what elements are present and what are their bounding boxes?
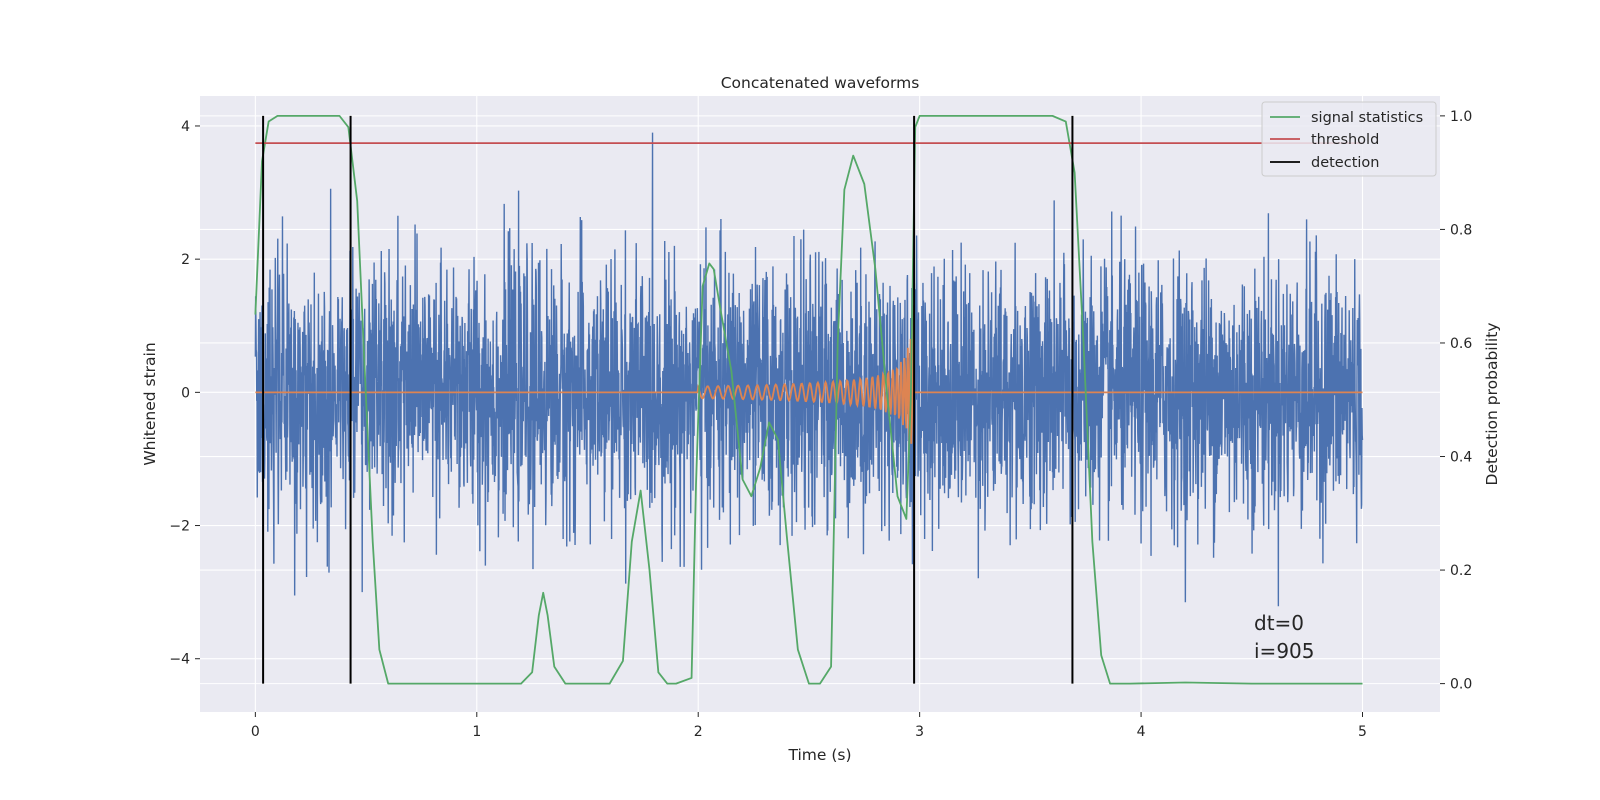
y2-tick-label: 0.4	[1450, 450, 1472, 466]
x-tick-label: 2	[694, 724, 703, 740]
x-tick-label: 1	[472, 724, 481, 740]
legend-box	[1261, 101, 1437, 177]
signal-statistics-line	[254, 114, 1363, 685]
legend: signal statistics threshold detection	[1261, 101, 1437, 177]
annotation-index: i=905	[1254, 639, 1315, 663]
y-axis-label: Whitened strain	[141, 342, 159, 465]
x-axis-label: Time (s)	[787, 746, 851, 764]
y2-tick-label: 0.0	[1450, 677, 1472, 693]
x-tick-label: 5	[1358, 724, 1367, 740]
y2-tick-label: 0.6	[1450, 336, 1472, 352]
y-tick-label: −2	[169, 519, 190, 535]
y-tick-label: 2	[181, 252, 190, 268]
y2-axis-label: Detection probability	[1483, 323, 1501, 486]
legend-label-threshold: threshold	[1311, 132, 1379, 148]
chart-title: Concatenated waveforms	[721, 74, 920, 92]
y2-tick-label: 0.2	[1450, 563, 1472, 579]
x-tick-label: 4	[1137, 724, 1146, 740]
x-tick-label: 0	[251, 724, 260, 740]
y-tick-label: −4	[169, 652, 190, 668]
ticks: 0 1 2 3 4 5 −4 −2 0 2 4 0.0 0.2 0.4 0.6 0.8 1.0	[169, 109, 1472, 740]
strain-line	[254, 132, 1364, 607]
data-layer	[254, 114, 1364, 685]
template-line	[255, 305, 1363, 444]
y-tick-label: 0	[181, 385, 190, 401]
annotation-dt: dt=0	[1254, 611, 1304, 635]
legend-label-signal-statistics: signal statistics	[1311, 110, 1423, 126]
legend-label-detection: detection	[1311, 155, 1379, 171]
y2-tick-label: 0.8	[1450, 222, 1472, 238]
y2-tick-label: 1.0	[1450, 109, 1472, 125]
y-tick-label: 4	[181, 119, 190, 135]
x-tick-label: 3	[915, 724, 924, 740]
